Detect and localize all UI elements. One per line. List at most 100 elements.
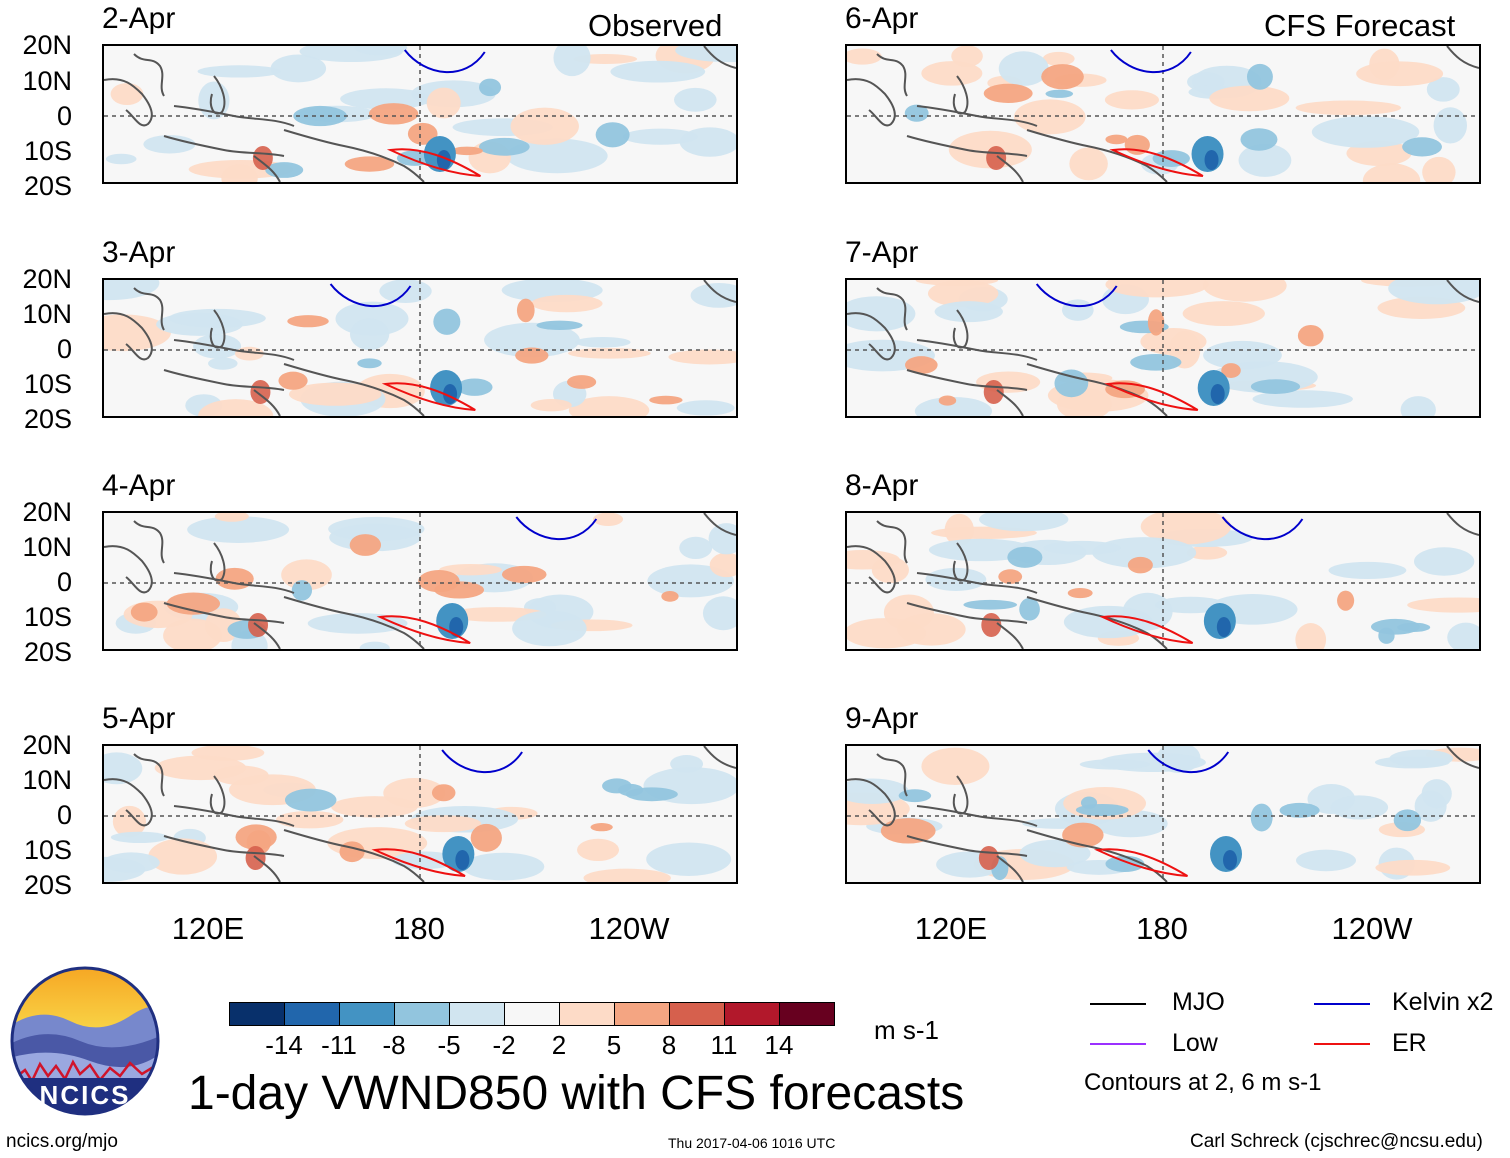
wind-anomaly-blob xyxy=(479,78,502,97)
map-svg xyxy=(104,513,736,649)
coastline xyxy=(952,75,969,115)
wind-anomaly-blob xyxy=(979,513,1069,532)
footer-url[interactable]: ncics.org/mjo xyxy=(6,1131,118,1152)
coastline xyxy=(1446,280,1479,303)
wind-anomaly-blob xyxy=(510,107,579,145)
wind-anomaly-blob xyxy=(163,618,222,649)
wind-anomaly-blob xyxy=(328,516,425,542)
wind-anomaly-blob xyxy=(904,104,929,122)
colorbar-tick-label: 11 xyxy=(710,1030,738,1060)
wind-anomaly-blob xyxy=(449,617,464,637)
wind-anomaly-blob xyxy=(927,280,999,307)
wind-anomaly-blob xyxy=(1223,850,1238,870)
wind-anomaly-blob xyxy=(661,590,679,602)
wind-anomaly-blob xyxy=(1393,809,1422,832)
coastline xyxy=(133,753,165,797)
wind-anomaly-blob xyxy=(905,356,938,374)
coastline xyxy=(173,339,295,361)
legend-line-kelvin xyxy=(1314,1003,1370,1005)
coastline xyxy=(1446,513,1479,536)
wind-anomaly-blob xyxy=(986,146,1007,170)
wind-anomaly-blob xyxy=(404,815,482,833)
colorbar-tick-label: -2 xyxy=(492,1030,516,1060)
wind-anomaly-blob xyxy=(344,156,395,172)
wind-anomaly-blob xyxy=(1330,795,1389,820)
coastline xyxy=(876,53,908,97)
lon-label: 120E xyxy=(171,911,245,946)
forecast-label: CFS Forecast xyxy=(1264,8,1456,43)
wind-anomaly-blob xyxy=(455,850,470,870)
wind-anomaly-blob xyxy=(1054,369,1089,398)
wind-anomaly-blob xyxy=(1295,100,1402,116)
wind-anomaly-blob xyxy=(610,60,706,83)
wind-anomaly-blob xyxy=(1389,749,1454,768)
coastline xyxy=(1446,46,1479,69)
wind-anomaly-blob xyxy=(709,552,736,578)
wind-anomaly-blob xyxy=(1297,324,1324,347)
wind-anomaly-blob xyxy=(1203,280,1287,302)
wind-anomaly-blob xyxy=(1092,537,1197,569)
coastline xyxy=(876,520,908,564)
coastline xyxy=(996,389,1024,416)
coastline xyxy=(952,309,969,349)
wind-anomaly-blob xyxy=(1279,802,1320,818)
wind-anomaly-blob xyxy=(1130,353,1182,371)
wind-anomaly-blob xyxy=(213,765,269,786)
map-panel xyxy=(845,744,1481,884)
colorbar-swatch xyxy=(229,1002,285,1026)
er-contour xyxy=(1099,615,1194,644)
wind-anomaly-blob xyxy=(1414,547,1475,576)
legend-line-mjo xyxy=(1090,1003,1146,1005)
wind-anomaly-blob xyxy=(148,838,218,875)
colorbar-tick-label: 5 xyxy=(606,1030,622,1060)
coastline xyxy=(209,75,226,115)
lat-label: 0 xyxy=(56,101,72,131)
coastline xyxy=(847,312,896,361)
coastline xyxy=(876,287,908,331)
colorbar-swatch xyxy=(339,1002,395,1026)
wind-anomaly-blob xyxy=(1062,822,1104,848)
wind-anomaly-blob xyxy=(675,46,736,63)
wind-anomaly-blob xyxy=(847,618,927,649)
colorbar-swatch xyxy=(614,1002,670,1026)
wind-anomaly-blob xyxy=(105,153,137,165)
kelvin-contour xyxy=(329,283,412,308)
wind-anomaly-blob xyxy=(590,823,613,832)
lat-label: 10S xyxy=(23,835,72,865)
wind-anomaly-blob xyxy=(898,789,932,803)
wind-anomaly-blob xyxy=(668,349,736,365)
wind-anomaly-blob xyxy=(1252,390,1353,408)
wind-anomaly-blob xyxy=(187,516,290,543)
colorbar-tick-label: -5 xyxy=(437,1030,461,1060)
colorbar-tick-label: 14 xyxy=(764,1030,794,1060)
lat-label: 20S xyxy=(23,171,72,201)
legend-line-er xyxy=(1314,1043,1370,1045)
map-svg xyxy=(847,746,1479,882)
lat-label: 20N xyxy=(22,730,72,760)
wind-anomaly-blob xyxy=(221,164,258,182)
wind-anomaly-blob xyxy=(340,88,432,110)
coastline xyxy=(253,389,281,416)
wind-anomaly-blob xyxy=(1105,855,1145,873)
wind-anomaly-blob xyxy=(938,395,957,406)
wind-anomaly-blob xyxy=(110,831,169,844)
wind-anomaly-blob xyxy=(287,315,329,328)
wind-anomaly-blob xyxy=(1426,77,1460,102)
coastline xyxy=(209,542,226,582)
wind-anomaly-blob xyxy=(1127,556,1153,574)
coastline xyxy=(163,602,285,624)
panel-date-label: 3-Apr xyxy=(102,236,176,269)
kelvin-contour xyxy=(1147,749,1230,774)
coastline xyxy=(133,520,165,564)
colorbar-tick-label: -14 xyxy=(265,1030,303,1060)
lat-label: 10S xyxy=(23,602,72,632)
lat-label: 10S xyxy=(23,136,72,166)
map-svg xyxy=(104,280,736,416)
map-panel xyxy=(102,278,738,418)
wind-anomaly-blob xyxy=(1204,150,1219,170)
lat-label: 0 xyxy=(56,567,72,597)
wind-anomaly-blob xyxy=(506,138,608,174)
coastline xyxy=(952,775,969,815)
colorbar-swatch xyxy=(724,1002,780,1026)
coastline xyxy=(916,572,1038,594)
